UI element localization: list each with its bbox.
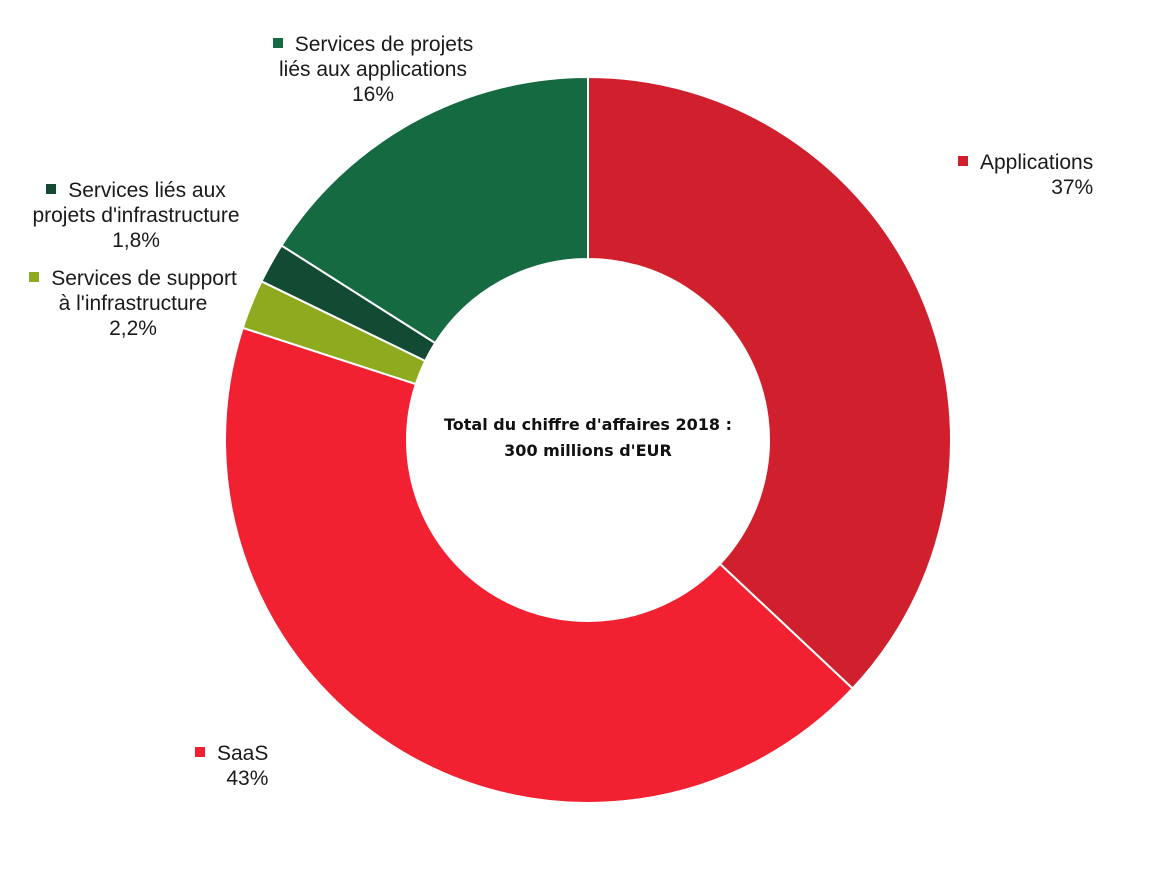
- label-support-infra-value: 2,2%: [109, 317, 157, 340]
- label-applications-name: Applications: [958, 150, 1093, 175]
- label-app-projects-name-2: liés aux applications: [279, 58, 467, 81]
- label-applications-name-text: Applications: [980, 151, 1094, 174]
- legend-swatch-app-projects: [272, 38, 283, 48]
- label-app-projects-name-1: Services de projets: [248, 32, 498, 57]
- slice-app-projects: [280, 75, 589, 345]
- label-support-infra-name-2: à l'infrastructure: [58, 292, 208, 315]
- label-infra-projects-name-2: projets d'infrastructure: [32, 204, 240, 227]
- legend-swatch-support-infra: [29, 272, 40, 282]
- label-app-projects-value: 16%: [351, 83, 395, 106]
- label-support-infra-name-1-text: Services de support: [51, 267, 237, 290]
- label-infra-projects: Services liés aux projets d'infrastructu…: [10, 178, 262, 253]
- legend-swatch-saas: [195, 747, 205, 757]
- label-saas-name-text: SaaS: [217, 742, 269, 765]
- label-support-infra-name-1: Services de support: [18, 266, 248, 291]
- center-text-line-1: Total du chiffre d'affaires 2018 :: [443, 415, 733, 434]
- legend-swatch-applications: [958, 156, 968, 166]
- label-app-projects: Services de projets liés aux application…: [248, 32, 498, 107]
- label-saas-value: 43%: [226, 767, 269, 790]
- slice-applications: [587, 75, 952, 690]
- label-applications-value: 37%: [1051, 176, 1094, 199]
- label-applications: Applications 37%: [958, 150, 1093, 200]
- legend-swatch-infra-projects: [46, 184, 57, 194]
- center-label: Total du chiffre d'affaires 2018 : 300 m…: [408, 412, 768, 464]
- label-infra-projects-name-1-text: Services liés aux: [68, 179, 226, 202]
- label-saas-name: SaaS: [195, 741, 268, 766]
- label-infra-projects-value: 1,8%: [112, 229, 160, 252]
- label-infra-projects-name-1: Services liés aux: [10, 178, 262, 203]
- label-saas: SaaS 43%: [195, 741, 268, 791]
- label-support-infra: Services de support à l'infrastructure 2…: [18, 266, 248, 341]
- slice-saas: [224, 326, 855, 804]
- center-text-line-2: 300 millions d'EUR: [504, 441, 672, 460]
- label-app-projects-name-1-text: Services de projets: [294, 33, 474, 56]
